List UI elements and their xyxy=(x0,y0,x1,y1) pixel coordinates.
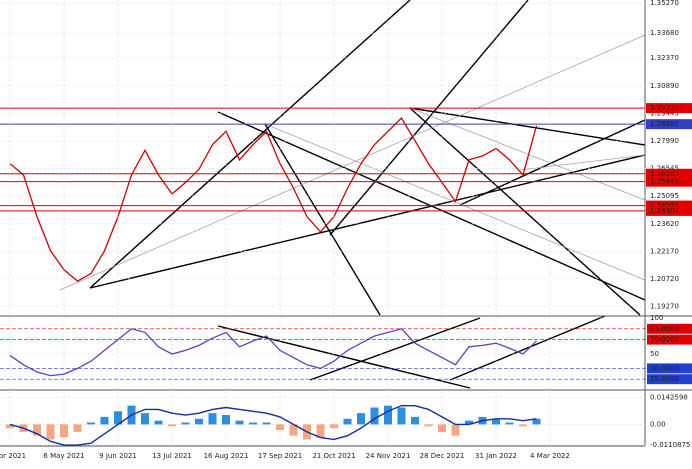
y-tick-label: 50 xyxy=(650,350,659,358)
x-tick-label: 21 Oct 2021 xyxy=(312,452,355,460)
y-tick-label: 0.0142598 xyxy=(650,394,688,402)
bar xyxy=(276,424,284,431)
bar xyxy=(411,416,419,425)
level-box xyxy=(646,200,692,211)
x-tick-label: 9 Jun 2021 xyxy=(99,452,137,460)
level-label: 1.24585 xyxy=(650,202,679,210)
bar xyxy=(100,416,109,425)
tick-box xyxy=(647,334,692,345)
bar xyxy=(249,422,257,425)
y-tick-label: 1.23620 xyxy=(650,220,679,228)
bar xyxy=(505,422,514,425)
y-tick-label: -0.0110875 xyxy=(650,441,690,449)
bar xyxy=(87,422,95,425)
tick-box xyxy=(647,323,692,334)
y-tick-label: 1.25095 xyxy=(650,192,679,200)
bar xyxy=(438,424,446,432)
bar xyxy=(532,418,541,425)
bar xyxy=(46,424,55,440)
y-tick-label: 1.26545 xyxy=(650,164,679,172)
bar xyxy=(289,424,298,436)
x-tick-label: Apr 2021 xyxy=(0,452,26,460)
bar xyxy=(370,407,379,425)
level-box xyxy=(646,168,692,179)
tick-box xyxy=(647,363,692,374)
bar xyxy=(397,407,406,425)
x-tick-label: 31 Jan 2022 xyxy=(475,452,517,460)
y-tick-label: 15.0000 xyxy=(650,375,679,383)
y-tick-label: 1.35270 xyxy=(650,0,679,7)
bar xyxy=(73,424,82,432)
data-line xyxy=(9,328,537,377)
y-tick-label: 1.19270 xyxy=(650,302,679,310)
channel-lines xyxy=(59,34,646,291)
y-tick-label: 1.30890 xyxy=(650,82,679,90)
bar xyxy=(181,422,190,425)
x-tick-label: 13 Jul 2021 xyxy=(152,452,192,460)
y-tick-label: 1.22170 xyxy=(650,247,679,255)
bar xyxy=(330,424,338,429)
y-tick-label: 30.0000 xyxy=(650,364,679,372)
level-label: 1.25846 xyxy=(650,178,679,186)
bar xyxy=(114,411,122,425)
level-label: 1.24304 xyxy=(650,207,679,215)
bar xyxy=(465,420,473,425)
bar xyxy=(60,424,68,438)
y-tick-label: 100 xyxy=(650,314,663,322)
data-line xyxy=(9,117,538,282)
y-tick-label: 1.29443 xyxy=(650,109,679,117)
x-tick-label: 6 May 2021 xyxy=(43,452,84,460)
level-box xyxy=(646,205,692,216)
bar xyxy=(195,418,203,425)
x-tick-label: 24 Nov 2021 xyxy=(366,452,411,460)
y-tick-label: 1.20720 xyxy=(650,275,679,283)
x-tick-label: 28 Dec 2021 xyxy=(420,452,465,460)
bar xyxy=(222,415,230,425)
y-tick-label: 1.32370 xyxy=(650,54,679,62)
y-tick-label: 70.0000 xyxy=(650,336,679,344)
bar xyxy=(519,424,527,427)
level-box xyxy=(646,119,692,130)
level-box xyxy=(646,103,692,114)
bar xyxy=(357,413,365,425)
bar xyxy=(33,424,41,436)
x-tick-label: 4 Mar 2022 xyxy=(530,452,570,460)
bar xyxy=(492,418,500,425)
level-label: 1.28881 xyxy=(650,120,679,128)
level-label: 1.26263 xyxy=(650,170,679,178)
level-box xyxy=(646,176,692,187)
bar xyxy=(154,420,163,425)
x-tick-label: 16 Aug 2021 xyxy=(204,452,249,460)
bar xyxy=(6,424,14,429)
bar xyxy=(208,413,217,425)
tick-box xyxy=(647,374,692,385)
level-label: 1.29727 xyxy=(650,104,679,112)
bar xyxy=(168,424,176,427)
x-tick-label: 17 Sep 2021 xyxy=(258,452,302,460)
data-line xyxy=(9,404,537,446)
bar xyxy=(141,413,149,425)
bar xyxy=(262,422,271,425)
bar xyxy=(384,405,392,425)
bar xyxy=(316,424,325,438)
y-tick-label: 1.27990 xyxy=(650,137,679,145)
y-tick-label: 1.33680 xyxy=(650,29,679,37)
bar xyxy=(235,420,244,425)
bar xyxy=(343,418,352,425)
bar xyxy=(451,424,460,436)
y-tick-label: 0.00 xyxy=(650,420,666,428)
y-tick-label: 85.0000 xyxy=(650,325,679,333)
bar xyxy=(424,424,433,427)
